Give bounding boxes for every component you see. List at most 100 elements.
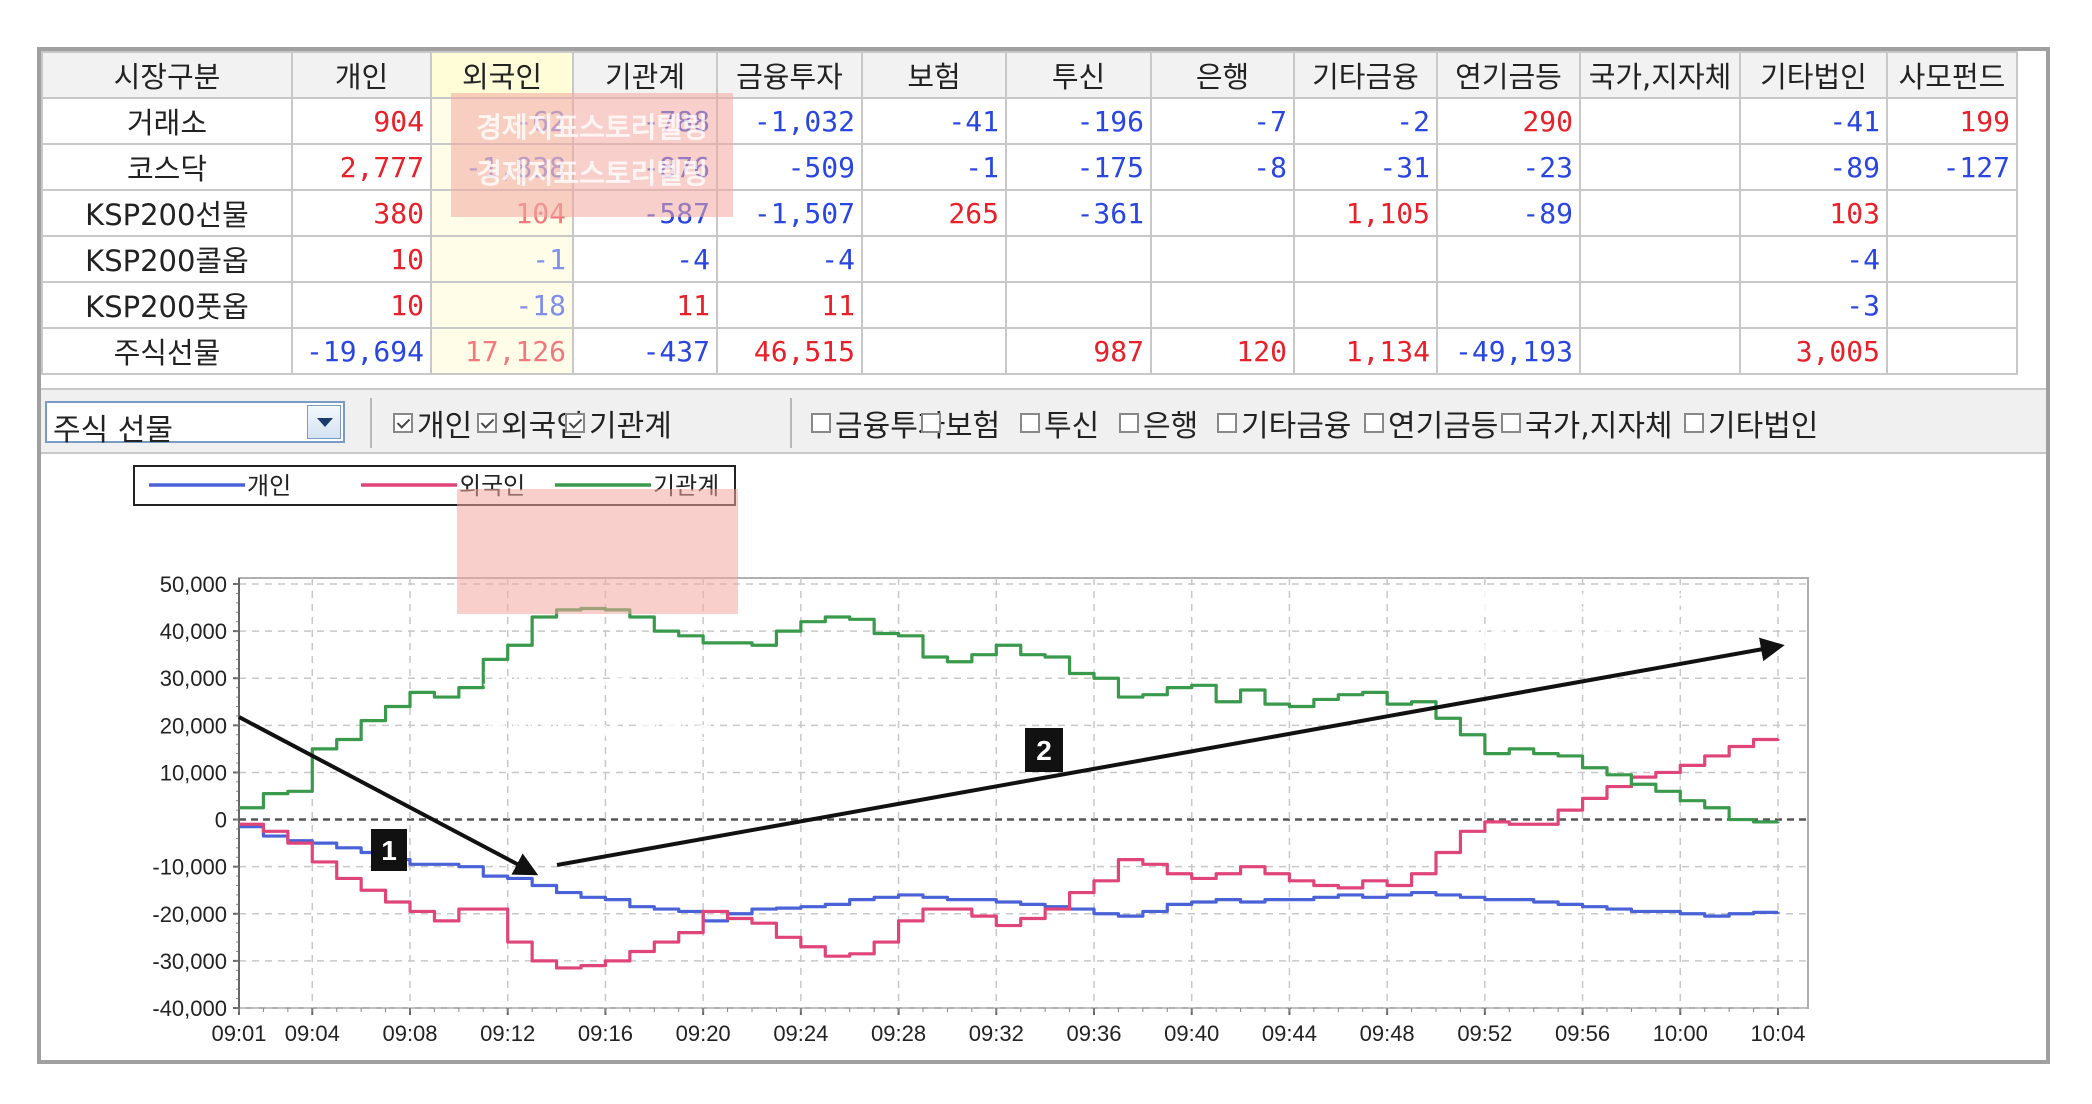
table-cell: 380: [291, 189, 432, 237]
divider: [370, 398, 372, 448]
x-tick-label: 09:20: [676, 1021, 731, 1046]
checkbox-empty-icon[interactable]: [921, 413, 941, 433]
checkbox-empty-icon[interactable]: [1119, 413, 1139, 433]
column-header[interactable]: 보험: [861, 51, 1007, 99]
table-row[interactable]: 주식선물 -19,694 17,126 -437 46,515 987 120 1,134 -4…: [41, 327, 2018, 375]
y-tick-label: -10,000: [152, 855, 227, 880]
table-cell: -31: [1293, 143, 1438, 191]
table-cell: [1579, 327, 1741, 375]
table-cell: 1,105: [1293, 189, 1438, 237]
checkbox-checked-icon[interactable]: [477, 413, 497, 433]
column-header[interactable]: 투신: [1005, 51, 1152, 99]
annotation-label-2: 2: [1036, 735, 1052, 766]
column-header[interactable]: 외국인: [430, 51, 574, 99]
row-label: 거래소: [41, 97, 293, 145]
series-checkbox[interactable]: 국가,지자체: [1501, 404, 1673, 444]
table-cell: [1579, 97, 1741, 145]
chevron-down-icon[interactable]: [307, 405, 341, 439]
checkbox-empty-icon[interactable]: [1501, 413, 1521, 433]
y-tick-label: 20,000: [160, 713, 227, 738]
table-row[interactable]: 코스닥 2,777 -1,838 -876 -509 -1 -175 -8 -31 -23 -89-…: [41, 143, 2018, 191]
annotation-arrows: 12: [238, 637, 1785, 876]
y-tick-label: 40,000: [160, 619, 227, 644]
annotation-badge-2: [1025, 728, 1063, 772]
checkbox-label: 투신: [1044, 409, 1100, 444]
checkbox-empty-icon[interactable]: [811, 413, 831, 433]
table-cell: [1579, 235, 1741, 283]
table-cell: [1150, 281, 1295, 329]
table-cell: -175: [1005, 143, 1152, 191]
table-row[interactable]: 거래소 904 -62 -788 -1,032 -41 -196 -7 -2 290 -41 199: [41, 97, 2018, 145]
series-line: [239, 825, 1780, 923]
table-cell: -4: [716, 235, 863, 283]
column-header[interactable]: 사모펀드: [1886, 51, 2018, 99]
divider: [790, 398, 792, 448]
series-checkbox[interactable]: 기타금융: [1217, 404, 1351, 444]
checkbox-empty-icon[interactable]: [1020, 413, 1040, 433]
series-line: [239, 737, 1780, 970]
table-cell: [1579, 143, 1741, 191]
checkbox-label: 은행: [1143, 409, 1199, 444]
market-type-select[interactable]: 주식 선물: [45, 401, 345, 448]
y-tick-label: 50,000: [160, 572, 227, 597]
series-checkbox[interactable]: 기관계: [565, 404, 672, 444]
table-cell: [861, 281, 1007, 329]
table-cell: 104: [430, 189, 574, 237]
table-cell: -196: [1005, 97, 1152, 145]
table-cell: -8: [1150, 143, 1295, 191]
checkbox-empty-icon[interactable]: [1217, 413, 1237, 433]
table-cell: -1,838: [430, 143, 574, 191]
checkbox-checked-icon[interactable]: [565, 413, 585, 433]
column-header[interactable]: 기관계: [572, 51, 718, 99]
series-checkbox[interactable]: 투신: [1020, 404, 1100, 444]
table-cell: 11: [572, 281, 718, 329]
row-label: KSP200풋옵: [41, 281, 293, 329]
x-tick-label: 09:48: [1360, 1021, 1415, 1046]
column-header[interactable]: 시장구분: [41, 51, 293, 99]
table-cell: [1293, 235, 1438, 283]
checkbox-checked-icon[interactable]: [393, 413, 413, 433]
table-cell: 46,515: [716, 327, 863, 375]
table-cell: -437: [572, 327, 718, 375]
checkbox-empty-icon[interactable]: [1364, 413, 1384, 433]
table-cell: -1,032: [716, 97, 863, 145]
table-cell: [861, 235, 1007, 283]
series-checkbox[interactable]: 개인: [393, 404, 472, 444]
table-cell: 987: [1005, 327, 1152, 375]
arrow-2: [556, 637, 1785, 867]
table-cell: -1: [861, 143, 1007, 191]
legend-label: 개인: [247, 473, 291, 500]
series-checkbox[interactable]: 은행: [1119, 404, 1199, 444]
x-tick-label: 09:32: [969, 1021, 1024, 1046]
table-cell: [1436, 281, 1581, 329]
column-header[interactable]: 국가,지자체: [1579, 51, 1741, 99]
table-row[interactable]: KSP200풋옵 10 -18 11 11 -3: [41, 281, 2018, 329]
table-cell: 1,134: [1293, 327, 1438, 375]
series-checkbox[interactable]: 보험: [921, 404, 1000, 444]
table-cell: [1150, 235, 1295, 283]
series-line: [239, 606, 1780, 824]
column-header[interactable]: 금융투자: [716, 51, 863, 99]
column-header[interactable]: 기타금융: [1293, 51, 1438, 99]
table-cell: [1579, 189, 1741, 237]
row-label: 코스닥: [41, 143, 293, 191]
checkbox-label: 연기금등: [1388, 409, 1499, 444]
table-row[interactable]: KSP200콜옵 10 -1 -4 -4 -4: [41, 235, 2018, 283]
table-cell: -18: [430, 281, 574, 329]
table-cell: [1436, 235, 1581, 283]
column-header[interactable]: 은행: [1150, 51, 1295, 99]
table-cell: -4: [572, 235, 718, 283]
column-header[interactable]: 연기금등: [1436, 51, 1581, 99]
series-control-bar: 주식 선물 개인 외국인 기관계 금융투자 보험 투신 은행 기타금융 연기금등 국가,지자체 기타…: [41, 388, 2046, 454]
table-row[interactable]: KSP200선물 380 104 -587 -1,507 265 -361 1,105 -89 1…: [41, 189, 2018, 237]
table-cell: 199: [1886, 97, 2018, 145]
column-header[interactable]: 기타법인: [1739, 51, 1888, 99]
checkbox-empty-icon[interactable]: [1684, 413, 1704, 433]
investor-table: 시장구분 개인 외국인 기관계 금융투자 보험 투신 은행 기타금융 연기금등 국가,지자체 기타법인…: [41, 51, 2018, 375]
series-checkbox[interactable]: 기타법인: [1684, 404, 1818, 444]
column-header[interactable]: 개인: [291, 51, 432, 99]
table-cell: 290: [1436, 97, 1581, 145]
x-tick-label: 09:44: [1262, 1021, 1317, 1046]
series-checkbox[interactable]: 연기금등: [1364, 404, 1499, 444]
table-cell: -788: [572, 97, 718, 145]
